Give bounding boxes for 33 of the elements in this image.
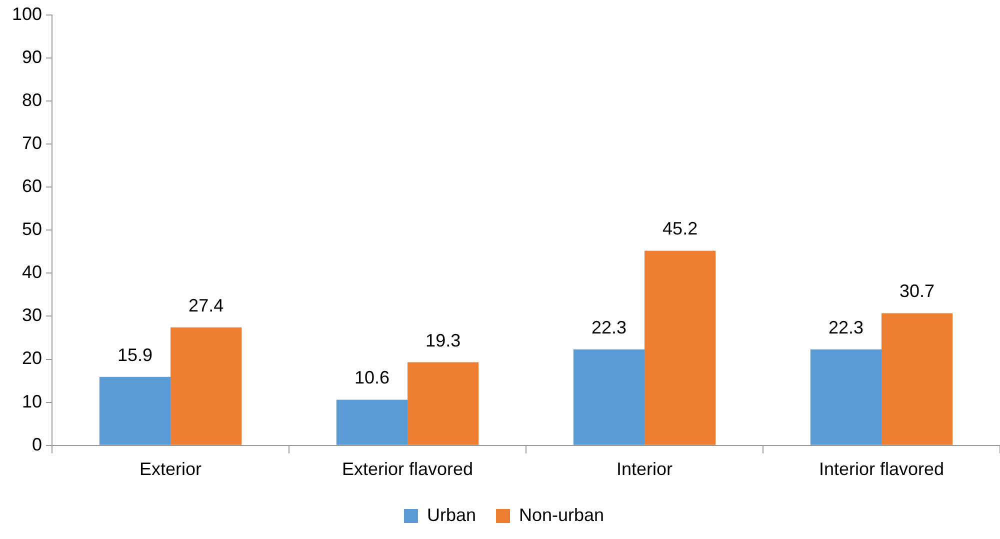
bar: [99, 376, 171, 445]
y-tick-label: 60: [22, 176, 42, 196]
data-label: 15.9: [117, 344, 153, 365]
x-tick-label: Exterior flavored: [342, 459, 474, 480]
bar: [170, 327, 242, 445]
y-tick-label: 90: [22, 46, 42, 67]
y-tick-label: 10: [22, 391, 42, 412]
legend-label: Non-urban: [518, 504, 604, 525]
y-tick-label: 0: [32, 434, 42, 454]
bar: [644, 250, 716, 445]
y-tick-label: 80: [22, 90, 42, 110]
data-label: 10.6: [354, 368, 390, 388]
data-label: 19.3: [426, 330, 461, 350]
bar: [810, 349, 882, 445]
data-label: 27.4: [188, 295, 224, 316]
x-tick-label: Interior flavored: [818, 459, 944, 480]
x-tick-label: Exterior: [140, 459, 202, 480]
data-label: 22.3: [591, 317, 626, 338]
data-label: 22.3: [828, 317, 864, 338]
x-tick-label: Interior: [616, 459, 673, 480]
data-label: 45.2: [662, 218, 698, 239]
bar: [408, 362, 479, 445]
y-tick-label: 40: [22, 262, 42, 282]
legend-label: Urban: [426, 504, 476, 525]
y-tick-label: 20: [22, 348, 42, 368]
y-tick-label: 50: [22, 219, 42, 240]
data-label: 30.7: [900, 281, 935, 302]
bar: [573, 349, 645, 445]
y-tick-label: 70: [22, 132, 42, 153]
y-tick-label: 100: [12, 4, 42, 24]
y-tick-label: 30: [22, 305, 42, 326]
bar: [882, 313, 953, 445]
bar: [336, 400, 408, 445]
